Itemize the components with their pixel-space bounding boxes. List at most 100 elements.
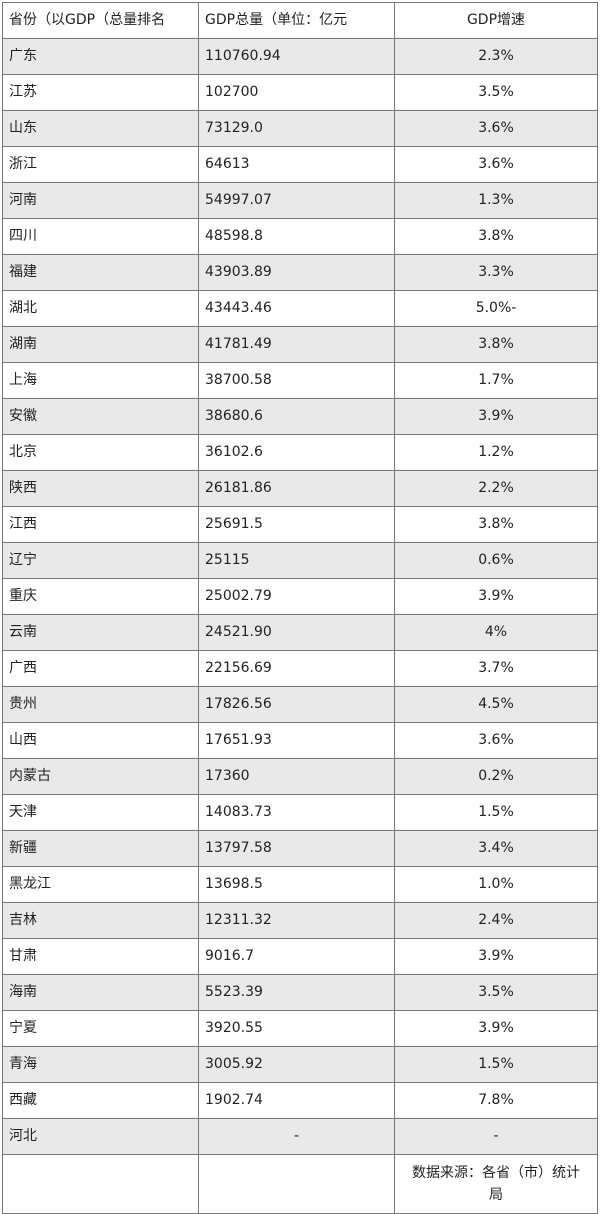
table-row: 福建 43903.89 3.3%: [2, 254, 598, 290]
gdp-total-cell: 25002.79: [198, 578, 394, 614]
table-header-row: 省份（以GDP（总量排名 GDP总量（单位：亿元 GDP增速: [2, 2, 598, 38]
table-row: 宁夏 3920.55 3.9%: [2, 1010, 598, 1046]
gdp-total-cell: -: [198, 1118, 394, 1154]
table-row: 安徽 38680.6 3.9%: [2, 398, 598, 434]
gdp-growth-cell: 2.3%: [394, 38, 598, 74]
gdp-total-cell: 26181.86: [198, 470, 394, 506]
table-row: 重庆 25002.79 3.9%: [2, 578, 598, 614]
gdp-growth-cell: 3.6%: [394, 146, 598, 182]
province-cell: 河南: [2, 182, 198, 218]
table-row: 内蒙古 17360 0.2%: [2, 758, 598, 794]
province-cell: 吉林: [2, 902, 198, 938]
table-row: 广西 22156.69 3.7%: [2, 650, 598, 686]
table-body: 广东 110760.94 2.3% 江苏 102700 3.5% 山东 73129.0 3.6%…: [2, 38, 598, 1154]
province-cell: 江苏: [2, 74, 198, 110]
gdp-growth-cell: 3.9%: [394, 938, 598, 974]
gdp-growth-cell: 3.3%: [394, 254, 598, 290]
gdp-total-cell: 17651.93: [198, 722, 394, 758]
gdp-total-cell: 25691.5: [198, 506, 394, 542]
table-row: 云南 24521.90 4%: [2, 614, 598, 650]
province-cell: 广东: [2, 38, 198, 74]
gdp-growth-cell: 3.8%: [394, 506, 598, 542]
province-cell: 山西: [2, 722, 198, 758]
table-row: 四川 48598.8 3.8%: [2, 218, 598, 254]
table-row: 上海 38700.58 1.7%: [2, 362, 598, 398]
gdp-total-cell: 38700.58: [198, 362, 394, 398]
gdp-total-cell: 14083.73: [198, 794, 394, 830]
table-row: 吉林 12311.32 2.4%: [2, 902, 598, 938]
gdp-total-cell: 102700: [198, 74, 394, 110]
province-cell: 湖北: [2, 290, 198, 326]
header-gdp-total: GDP总量（单位：亿元: [198, 2, 394, 38]
gdp-growth-cell: 4%: [394, 614, 598, 650]
gdp-growth-cell: 1.3%: [394, 182, 598, 218]
gdp-total-cell: 13698.5: [198, 866, 394, 902]
gdp-growth-cell: 3.4%: [394, 830, 598, 866]
table-row: 陕西 26181.86 2.2%: [2, 470, 598, 506]
footer-cell-gdp: [198, 1154, 394, 1214]
gdp-total-cell: 17360: [198, 758, 394, 794]
gdp-growth-cell: 1.7%: [394, 362, 598, 398]
gdp-total-cell: 17826.56: [198, 686, 394, 722]
table-row: 北京 36102.6 1.2%: [2, 434, 598, 470]
gdp-total-cell: 43443.46: [198, 290, 394, 326]
gdp-total-cell: 110760.94: [198, 38, 394, 74]
province-cell: 内蒙古: [2, 758, 198, 794]
gdp-total-cell: 43903.89: [198, 254, 394, 290]
gdp-total-cell: 64613: [198, 146, 394, 182]
province-cell: 北京: [2, 434, 198, 470]
gdp-total-cell: 3920.55: [198, 1010, 394, 1046]
table-row: 山东 73129.0 3.6%: [2, 110, 598, 146]
province-cell: 广西: [2, 650, 198, 686]
table-row: 天津 14083.73 1.5%: [2, 794, 598, 830]
province-cell: 上海: [2, 362, 198, 398]
gdp-growth-cell: 0.2%: [394, 758, 598, 794]
gdp-growth-cell: 3.9%: [394, 1010, 598, 1046]
gdp-growth-cell: 2.2%: [394, 470, 598, 506]
table-row: 江苏 102700 3.5%: [2, 74, 598, 110]
gdp-growth-cell: -: [394, 1118, 598, 1154]
table-row: 湖北 43443.46 5.0%-: [2, 290, 598, 326]
province-cell: 青海: [2, 1046, 198, 1082]
gdp-growth-cell: 1.2%: [394, 434, 598, 470]
province-cell: 甘肃: [2, 938, 198, 974]
province-cell: 安徽: [2, 398, 198, 434]
gdp-growth-cell: 5.0%-: [394, 290, 598, 326]
province-cell: 江西: [2, 506, 198, 542]
province-cell: 四川: [2, 218, 198, 254]
province-cell: 山东: [2, 110, 198, 146]
table-row: 山西 17651.93 3.6%: [2, 722, 598, 758]
header-gdp-growth: GDP增速: [394, 2, 598, 38]
table-row: 黑龙江 13698.5 1.0%: [2, 866, 598, 902]
data-source-note: 数据来源：各省（市）统计局: [394, 1154, 598, 1214]
province-cell: 天津: [2, 794, 198, 830]
gdp-growth-cell: 0.6%: [394, 542, 598, 578]
province-cell: 海南: [2, 974, 198, 1010]
table-row: 新疆 13797.58 3.4%: [2, 830, 598, 866]
gdp-total-cell: 36102.6: [198, 434, 394, 470]
province-cell: 重庆: [2, 578, 198, 614]
table-row: 西藏 1902.74 7.8%: [2, 1082, 598, 1118]
gdp-growth-cell: 7.8%: [394, 1082, 598, 1118]
gdp-total-cell: 13797.58: [198, 830, 394, 866]
gdp-total-cell: 24521.90: [198, 614, 394, 650]
table-row: 广东 110760.94 2.3%: [2, 38, 598, 74]
gdp-growth-cell: 3.8%: [394, 218, 598, 254]
table-row: 辽宁 25115 0.6%: [2, 542, 598, 578]
gdp-growth-cell: 3.7%: [394, 650, 598, 686]
province-cell: 辽宁: [2, 542, 198, 578]
gdp-growth-cell: 1.0%: [394, 866, 598, 902]
table-row: 江西 25691.5 3.8%: [2, 506, 598, 542]
province-cell: 宁夏: [2, 1010, 198, 1046]
gdp-growth-cell: 3.9%: [394, 398, 598, 434]
gdp-total-cell: 38680.6: [198, 398, 394, 434]
province-cell: 河北: [2, 1118, 198, 1154]
table-row: 贵州 17826.56 4.5%: [2, 686, 598, 722]
province-cell: 贵州: [2, 686, 198, 722]
province-cell: 福建: [2, 254, 198, 290]
province-cell: 新疆: [2, 830, 198, 866]
footer-cell-province: [2, 1154, 198, 1214]
province-cell: 陕西: [2, 470, 198, 506]
gdp-total-cell: 54997.07: [198, 182, 394, 218]
gdp-total-cell: 25115: [198, 542, 394, 578]
